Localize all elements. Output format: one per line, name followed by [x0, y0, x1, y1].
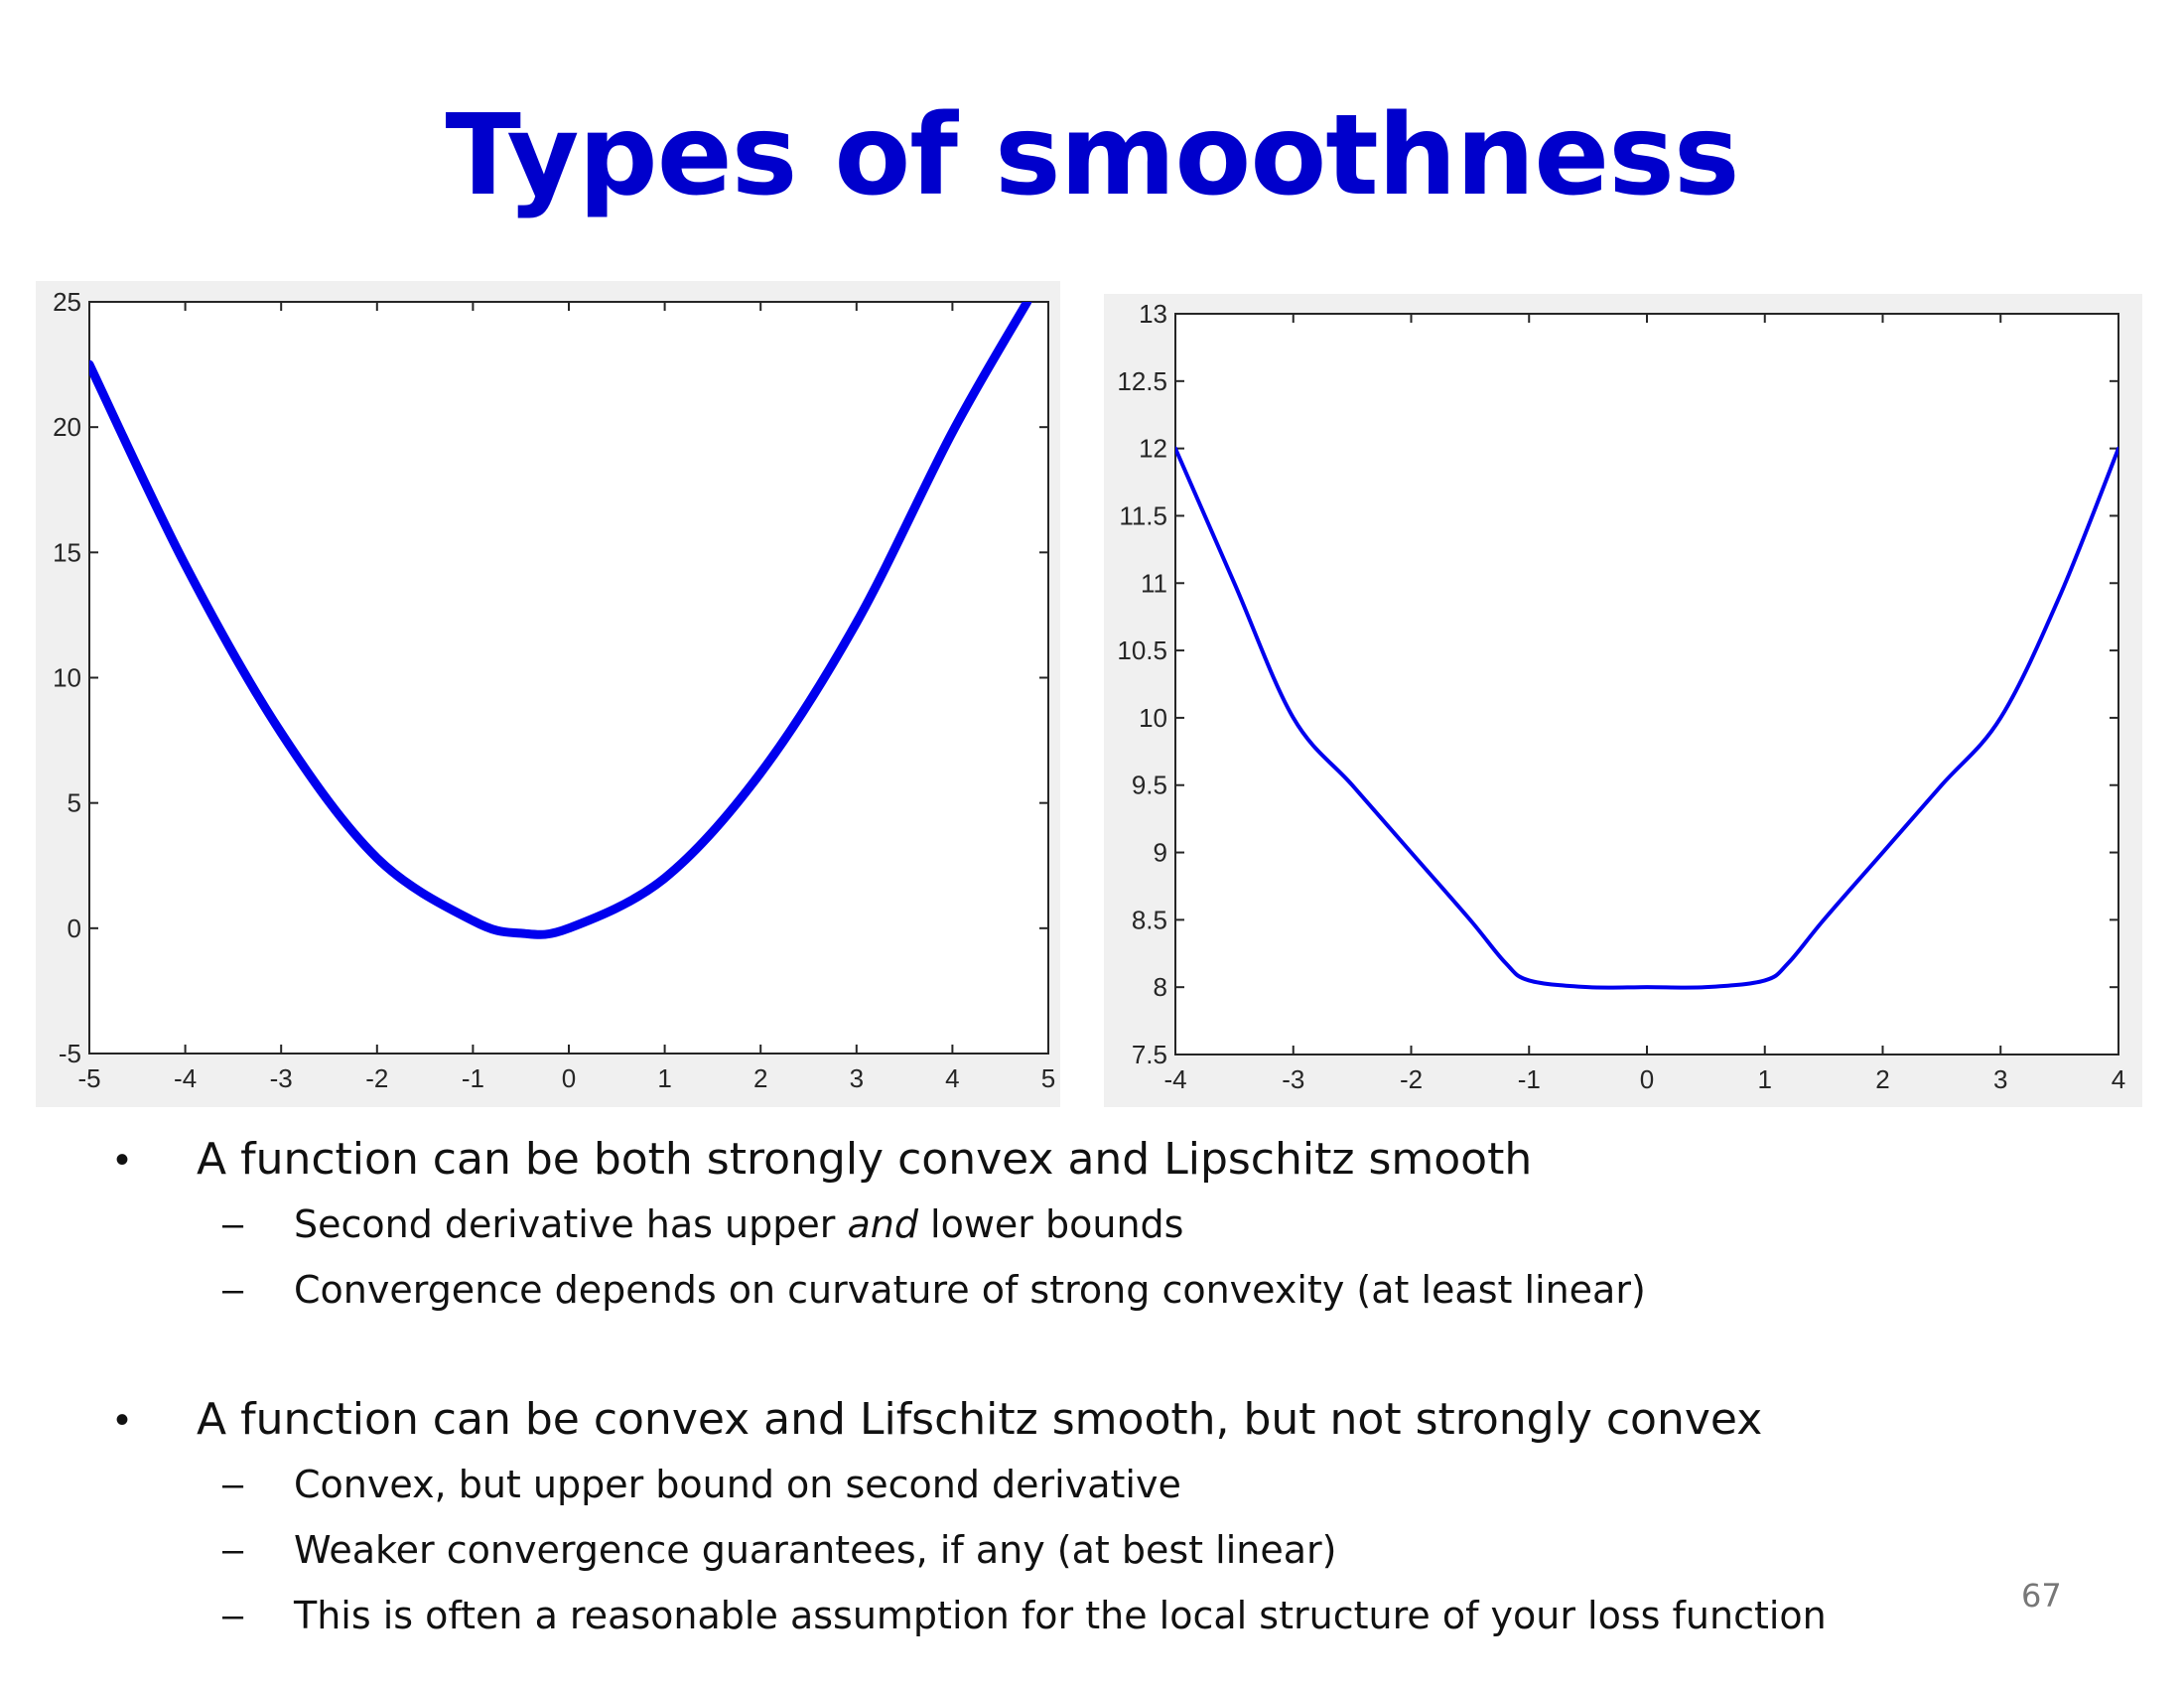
chart-quadratic-svg: -5 -4 -3 -2 -1 0 1 2 3 4 5 -5 0 5 10 15 20 25 [53, 287, 1055, 1093]
x-tick-label: 5 [1041, 1063, 1055, 1093]
x-tick-label: 4 [945, 1063, 959, 1093]
bullet-2: A function can be convex and Lifschitz s… [197, 1394, 1763, 1445]
page-number: 67 [2021, 1577, 2062, 1615]
bullet-1-sub-1: Second derivative has upper and lower bo… [294, 1199, 1183, 1249]
y-tick-label: 10.5 [1117, 635, 1167, 665]
series-line [1175, 446, 2118, 990]
y-tick-label: 25 [53, 287, 81, 317]
x-tick-label: -4 [1163, 1064, 1186, 1094]
y-tick-label: 0 [68, 914, 81, 943]
bullet-2-sub-1: Convex, but upper bound on second deriva… [294, 1463, 1181, 1506]
bullet-marker: • [115, 1138, 130, 1182]
x-tick-label: 3 [1993, 1064, 2007, 1094]
bullet-2-sub-3: This is often a reasonable assumption fo… [294, 1594, 1827, 1637]
y-tick-label: 9 [1154, 838, 1167, 868]
sub-bullet-marker: – [222, 1464, 244, 1505]
sub-bullet-marker: – [222, 1529, 244, 1571]
x-tick-label: -5 [77, 1063, 100, 1093]
y-tick-label: 10 [53, 663, 81, 693]
y-tick-label: 12 [1139, 434, 1167, 464]
x-tick-label: 4 [2112, 1064, 2125, 1094]
x-tick-label: -1 [462, 1063, 484, 1093]
x-tick-label: 3 [850, 1063, 864, 1093]
bullet-1: A function can be both strongly convex a… [197, 1134, 1533, 1185]
y-tick-label: 20 [53, 412, 81, 442]
x-tick-label: -3 [270, 1063, 293, 1093]
x-tick-label: 2 [753, 1063, 767, 1093]
y-tick-label: 8.5 [1132, 905, 1167, 934]
y-tick-label: 10 [1139, 703, 1167, 733]
y-tick-label: 11.5 [1119, 500, 1167, 530]
sub-bullet-marker: – [222, 1269, 244, 1311]
x-tick-label: -3 [1282, 1064, 1304, 1094]
sub-bullet-marker: – [222, 1203, 244, 1245]
sub-text-emphasis: and [847, 1202, 918, 1246]
y-tick-label: 9.5 [1132, 771, 1167, 800]
chart-huber-like: -4 -3 -2 -1 0 1 2 3 4 7.5 8 8.5 9 9.5 10 10.5 11 11.5 12 12… [1104, 294, 2142, 1107]
y-tick-label: 11 [1141, 568, 1167, 598]
sub-text-after: lower bounds [917, 1202, 1184, 1246]
sub-bullet-marker: – [222, 1595, 244, 1636]
y-tick-label: 5 [68, 788, 81, 818]
x-tick-label: -4 [174, 1063, 197, 1093]
x-tick-label: 2 [1875, 1064, 1889, 1094]
y-tick-label: 13 [1139, 299, 1167, 329]
chart-quadratic: -5 -4 -3 -2 -1 0 1 2 3 4 5 -5 0 5 10 15 20 25 [36, 281, 1060, 1107]
bullet-marker: • [115, 1398, 130, 1442]
y-tick-label: 12.5 [1117, 366, 1167, 396]
y-tick-label: 8 [1154, 972, 1167, 1002]
x-tick-label: 0 [1640, 1064, 1654, 1094]
y-tick-label: 15 [53, 537, 81, 567]
y-tick-label: 7.5 [1132, 1040, 1167, 1069]
sub-text-before: Second derivative has upper [294, 1202, 848, 1246]
x-tick-label: 1 [1758, 1064, 1772, 1094]
bullet-2-sub-2: Weaker convergence guarantees, if any (a… [294, 1528, 1337, 1572]
x-tick-label: -1 [1518, 1064, 1541, 1094]
series-line [89, 302, 1032, 939]
y-tick-label: -5 [59, 1039, 81, 1068]
plot-area [88, 301, 1049, 1055]
x-tick-label: 1 [657, 1063, 671, 1093]
x-tick-label: -2 [1400, 1064, 1423, 1094]
slide-title: Types of smoothness [445, 91, 1739, 220]
x-tick-label: -2 [365, 1063, 388, 1093]
x-tick-label: 0 [562, 1063, 576, 1093]
plot-area [1174, 313, 2119, 1055]
bullet-1-sub-2: Convergence depends on curvature of stro… [294, 1268, 1646, 1312]
chart-huber-like-svg: -4 -3 -2 -1 0 1 2 3 47.588.599.51010.51111.51212… [1117, 299, 2125, 1094]
